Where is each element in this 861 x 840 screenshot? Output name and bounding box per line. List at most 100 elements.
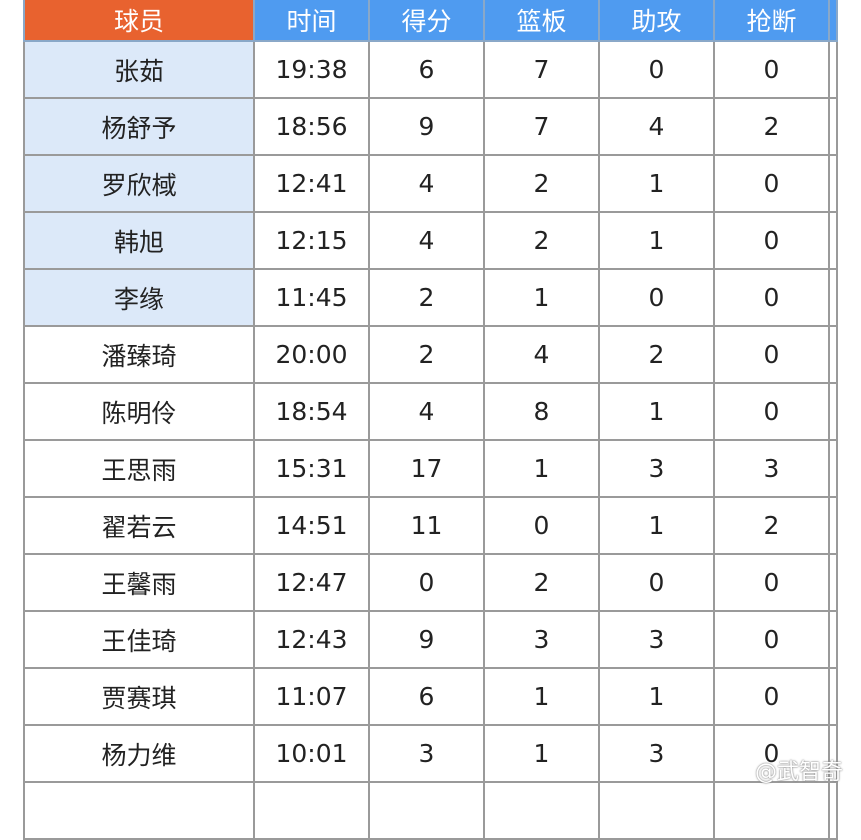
cell-stl: 0 — [713, 553, 830, 612]
cell-empty — [368, 781, 485, 840]
cell-empty — [253, 781, 370, 840]
cell-pts: 6 — [368, 667, 485, 726]
cell-stl: 0 — [713, 667, 830, 726]
cell-time: 11:45 — [253, 268, 370, 327]
cell-pts: 2 — [368, 325, 485, 384]
cell-extra — [828, 268, 838, 327]
cell-pts: 9 — [368, 610, 485, 669]
cell-empty — [483, 781, 600, 840]
cell-name: 罗欣棫 — [23, 154, 255, 213]
watermark: @武智奇 — [754, 760, 843, 785]
cell-pts: 2 — [368, 268, 485, 327]
table-row: 翟若云 14:51 11 0 1 2 — [23, 496, 838, 555]
cell-time: 12:15 — [253, 211, 370, 270]
cell-extra — [828, 325, 838, 384]
cell-stl: 0 — [713, 382, 830, 441]
table-row: 张茹 19:38 6 7 0 0 — [23, 40, 838, 99]
cell-extra — [828, 667, 838, 726]
cell-stl: 0 — [713, 211, 830, 270]
table-row — [23, 781, 838, 840]
table-row: 陈明伶 18:54 4 8 1 0 — [23, 382, 838, 441]
cell-stl: 0 — [713, 268, 830, 327]
table-row: 王佳琦 12:43 9 3 3 0 — [23, 610, 838, 669]
cell-reb: 1 — [483, 439, 600, 498]
cell-ast: 3 — [598, 439, 715, 498]
cell-ast: 4 — [598, 97, 715, 156]
cell-name: 王馨雨 — [23, 553, 255, 612]
header-row: 球员 时间 得分 篮板 助攻 抢断 — [23, 0, 838, 42]
cell-time: 12:43 — [253, 610, 370, 669]
cell-stl: 0 — [713, 724, 830, 783]
header-player: 球员 — [23, 0, 255, 42]
cell-reb: 2 — [483, 553, 600, 612]
cell-extra — [828, 496, 838, 555]
cell-stl: 0 — [713, 40, 830, 99]
cell-extra — [828, 382, 838, 441]
cell-name: 潘臻琦 — [23, 325, 255, 384]
cell-stl: 2 — [713, 97, 830, 156]
cell-ast: 0 — [598, 268, 715, 327]
cell-reb: 4 — [483, 325, 600, 384]
cell-name: 王思雨 — [23, 439, 255, 498]
cell-time: 11:07 — [253, 667, 370, 726]
header-extra — [828, 0, 838, 42]
cell-ast: 3 — [598, 610, 715, 669]
cell-pts: 4 — [368, 154, 485, 213]
cell-reb: 7 — [483, 40, 600, 99]
player-stats-table: 球员 时间 得分 篮板 助攻 抢断 张茹 19:38 6 7 0 0 杨舒予 18:56 9 7 4… — [23, 0, 838, 840]
cell-name: 杨力维 — [23, 724, 255, 783]
cell-name: 韩旭 — [23, 211, 255, 270]
cell-ast: 3 — [598, 724, 715, 783]
header-assists: 助攻 — [598, 0, 715, 42]
table-row: 贾赛琪 11:07 6 1 1 0 — [23, 667, 838, 726]
cell-name: 贾赛琪 — [23, 667, 255, 726]
cell-reb: 1 — [483, 667, 600, 726]
cell-extra — [828, 724, 838, 783]
cell-reb: 2 — [483, 154, 600, 213]
cell-time: 12:41 — [253, 154, 370, 213]
cell-extra — [828, 439, 838, 498]
cell-ast: 1 — [598, 667, 715, 726]
header-steals: 抢断 — [713, 0, 830, 42]
cell-extra — [828, 553, 838, 612]
cell-time: 20:00 — [253, 325, 370, 384]
cell-name: 翟若云 — [23, 496, 255, 555]
cell-ast: 1 — [598, 211, 715, 270]
cell-reb: 1 — [483, 268, 600, 327]
table-row: 王馨雨 12:47 0 2 0 0 — [23, 553, 838, 612]
cell-ast: 0 — [598, 553, 715, 612]
cell-pts: 11 — [368, 496, 485, 555]
cell-stl: 0 — [713, 325, 830, 384]
cell-stl: 0 — [713, 154, 830, 213]
cell-ast: 1 — [598, 382, 715, 441]
cell-pts: 4 — [368, 211, 485, 270]
cell-time: 18:56 — [253, 97, 370, 156]
cell-pts: 17 — [368, 439, 485, 498]
cell-time: 15:31 — [253, 439, 370, 498]
table-row: 罗欣棫 12:41 4 2 1 0 — [23, 154, 838, 213]
table-row: 杨力维 10:01 3 1 3 0 — [23, 724, 838, 783]
table-row: 王思雨 15:31 17 1 3 3 — [23, 439, 838, 498]
cell-reb: 2 — [483, 211, 600, 270]
cell-time: 18:54 — [253, 382, 370, 441]
header-points: 得分 — [368, 0, 485, 42]
cell-ast: 2 — [598, 325, 715, 384]
cell-empty — [598, 781, 715, 840]
header-time: 时间 — [253, 0, 370, 42]
cell-name: 陈明伶 — [23, 382, 255, 441]
cell-time: 14:51 — [253, 496, 370, 555]
cell-empty — [828, 781, 838, 840]
cell-time: 10:01 — [253, 724, 370, 783]
cell-ast: 1 — [598, 496, 715, 555]
cell-time: 19:38 — [253, 40, 370, 99]
table-row: 李缘 11:45 2 1 0 0 — [23, 268, 838, 327]
table-row: 潘臻琦 20:00 2 4 2 0 — [23, 325, 838, 384]
cell-reb: 3 — [483, 610, 600, 669]
cell-empty — [713, 781, 830, 840]
cell-pts: 3 — [368, 724, 485, 783]
cell-stl: 2 — [713, 496, 830, 555]
table-row: 杨舒予 18:56 9 7 4 2 — [23, 97, 838, 156]
table-row: 韩旭 12:15 4 2 1 0 — [23, 211, 838, 270]
cell-name: 杨舒予 — [23, 97, 255, 156]
cell-extra — [828, 154, 838, 213]
